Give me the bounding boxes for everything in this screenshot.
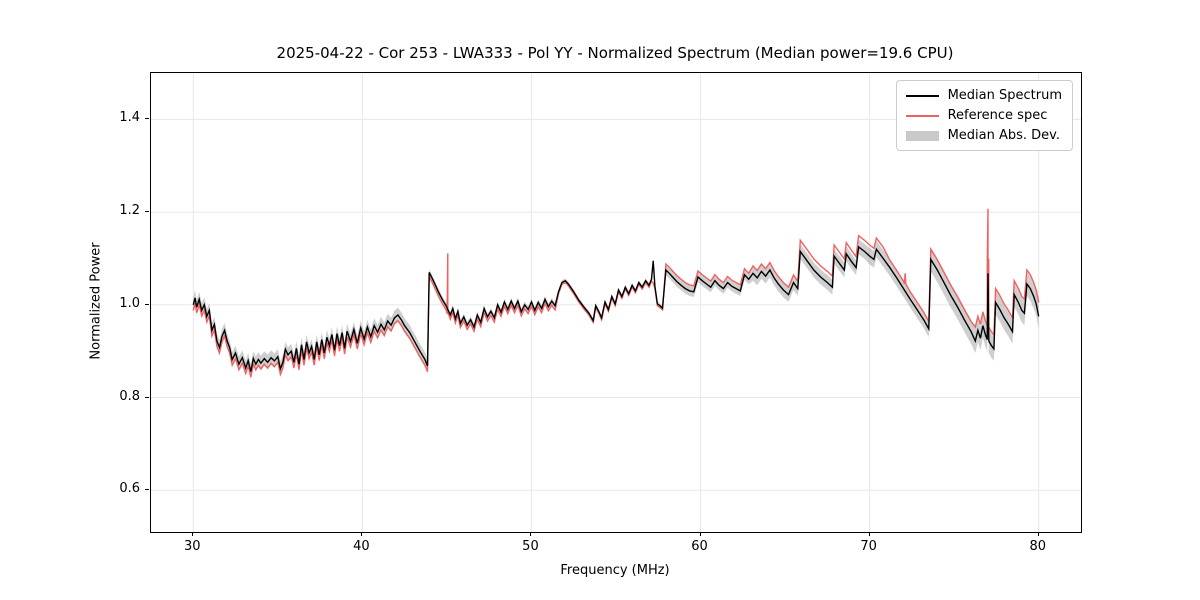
x-tick-label: 60 [691,539,708,554]
x-tick-mark [361,532,363,536]
y-tick-mark [145,489,149,491]
x-tick-label: 40 [353,539,370,554]
legend: Median Spectrum Reference spec Median Ab… [895,80,1073,151]
legend-item-label: Reference spec [947,108,1048,123]
x-tick-label: 80 [1029,539,1046,554]
y-tick-mark [145,303,149,305]
legend-item-median-abs-dev: Median Abs. Dev. [905,128,1062,143]
legend-item-label: Median Spectrum [947,88,1062,103]
x-tick-label: 70 [860,539,877,554]
legend-item-label: Median Abs. Dev. [947,128,1061,143]
x-tick-label: 30 [183,539,201,554]
legend-patch-sample-mad [905,129,939,143]
y-tick-mark [145,118,149,120]
x-tick-mark [699,532,701,536]
y-tick-label: 1.0 [119,295,140,311]
legend-item-reference-spec: Reference spec [905,108,1062,123]
x-axis-label: Frequency (MHz) [560,563,670,578]
y-tick-label: 0.8 [119,388,140,404]
plot-svg [151,73,1081,532]
x-tick-mark [868,532,870,536]
y-tick-label: 1.4 [119,110,140,126]
legend-line-sample-median [905,89,939,103]
x-tick-mark [530,532,532,536]
y-axis-label: Normalized Power [88,242,104,360]
chart-title: 2025-04-22 - Cor 253 - LWA333 - Pol YY -… [276,44,954,62]
legend-item-median-spectrum: Median Spectrum [905,88,1062,103]
y-tick-mark [145,211,149,213]
y-tick-mark [145,396,149,398]
x-tick-mark [1037,532,1039,536]
x-tick-mark [192,532,194,536]
legend-line-sample-reference [905,109,939,123]
median-line [192,245,1040,372]
x-tick-label: 50 [522,539,539,554]
y-tick-label: 1.2 [119,203,140,219]
y-tick-label: 0.6 [119,481,140,497]
